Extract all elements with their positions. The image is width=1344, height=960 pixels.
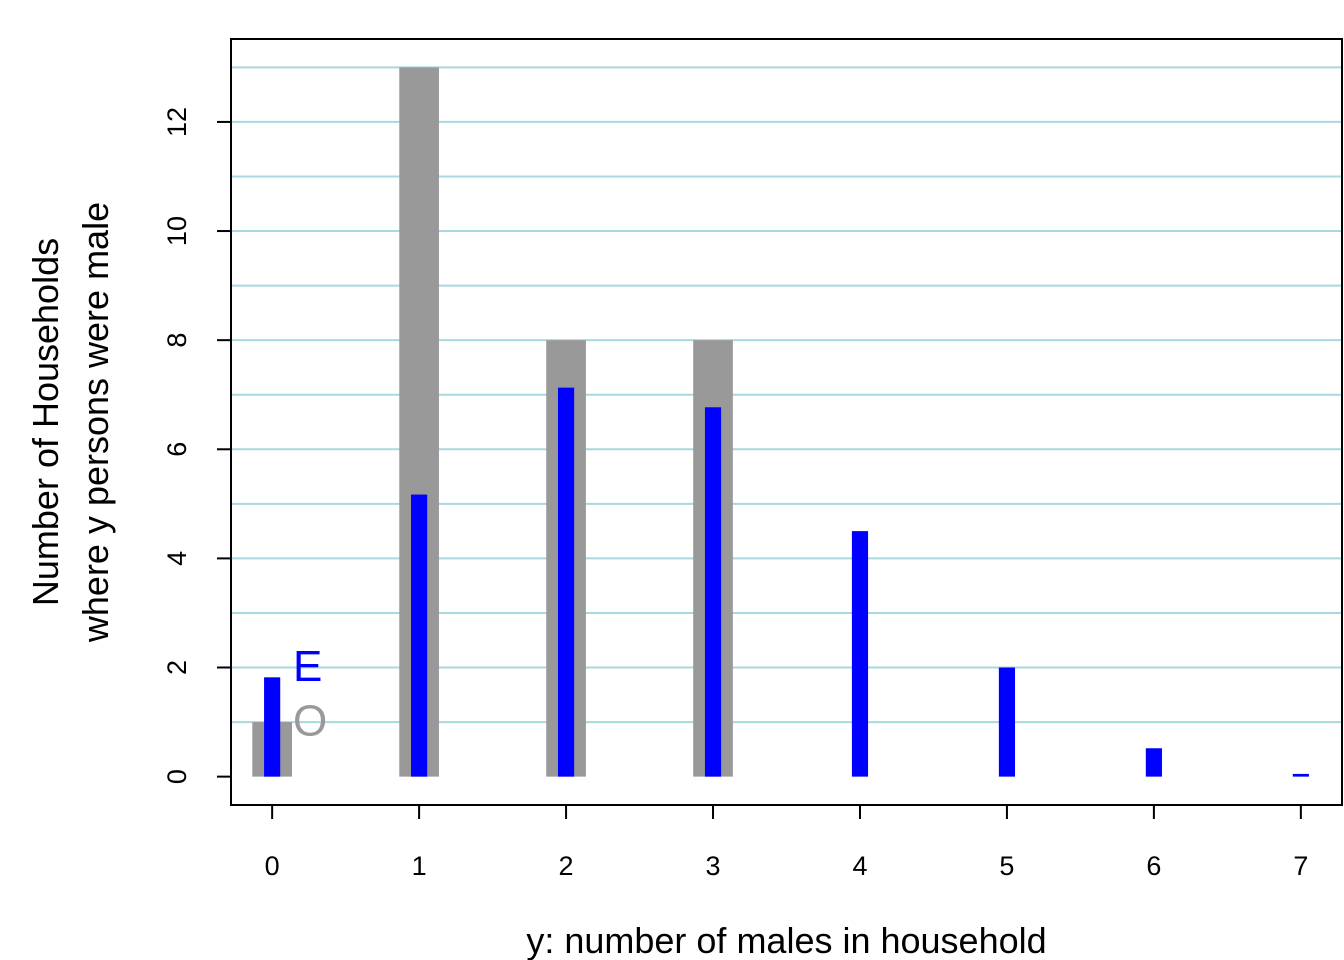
legend-observed-label: O	[293, 697, 327, 746]
y-tick-label: 0	[162, 769, 192, 784]
plot-frame	[230, 38, 1343, 806]
y-tick-label: 4	[162, 551, 192, 566]
y-tick-label: 10	[162, 216, 192, 246]
x-tick-label: 7	[1293, 851, 1308, 881]
x-tick-label: 1	[412, 851, 427, 881]
expected-bar	[1292, 773, 1309, 777]
y-tick-label: 2	[162, 660, 192, 675]
expected-bar	[998, 667, 1016, 777]
x-tick-label: 0	[265, 851, 280, 881]
y-axis-title-line1: Number of Households	[25, 238, 66, 606]
y-axis: 0 2 4 6 8 10 12	[162, 107, 231, 784]
expected-bar	[264, 677, 281, 777]
y-tick-label: 8	[162, 333, 192, 348]
x-axis-title: y: number of males in household	[526, 920, 1046, 960]
x-axis: 0 1 2 3 4 5 6 7	[265, 805, 1308, 881]
y-tick-label: 6	[162, 442, 192, 457]
x-tick-label: 5	[999, 851, 1014, 881]
x-tick-label: 3	[706, 851, 721, 881]
expected-bar	[704, 407, 722, 777]
expected-bar	[1145, 748, 1162, 777]
axes	[230, 38, 1343, 806]
bars	[252, 67, 1309, 777]
x-tick-label: 4	[852, 851, 867, 881]
expected-bar	[411, 494, 428, 777]
x-tick-label: 6	[1146, 851, 1161, 881]
y-tick-label: 12	[162, 107, 192, 137]
expected-bar	[557, 387, 575, 777]
expected-bar	[851, 531, 869, 777]
legend-expected-label: E	[293, 642, 322, 691]
gridlines	[231, 66, 1342, 724]
y-axis-title-line2: where y persons were male	[75, 202, 116, 643]
x-tick-label: 2	[559, 851, 574, 881]
